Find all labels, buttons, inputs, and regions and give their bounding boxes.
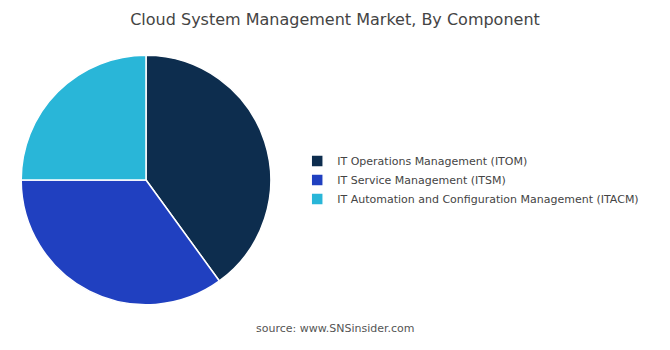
svg-text:source: www.SNSinsider.com: source: www.SNSinsider.com <box>256 322 414 335</box>
svg-text:IT Operations Management (ITOM: IT Operations Management (ITOM) <box>337 155 527 168</box>
svg-text:Cloud System Management Market: Cloud System Management Market, By Compo… <box>130 10 540 29</box>
svg-text:IT Service Management (ITSM): IT Service Management (ITSM) <box>337 174 506 187</box>
svg-text:IT Automation and Configuratio: IT Automation and Configuration Manageme… <box>337 193 638 206</box>
